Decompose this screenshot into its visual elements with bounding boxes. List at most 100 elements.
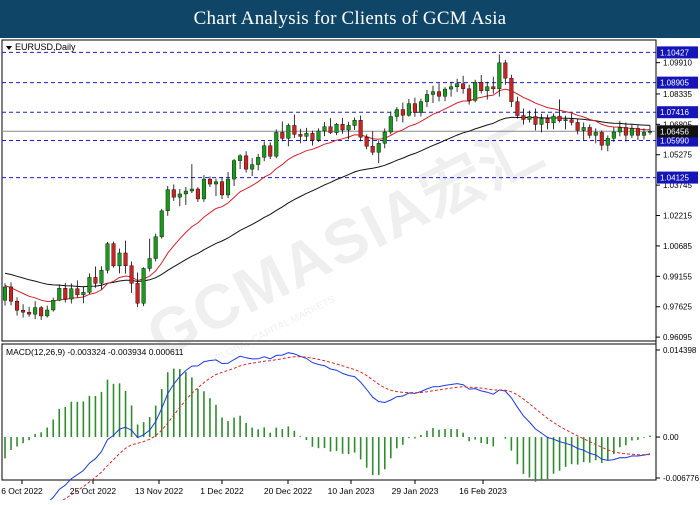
x-tick-label: 20 Dec 2022	[264, 486, 312, 496]
candle-body	[358, 120, 363, 138]
candle	[382, 128, 387, 149]
candle	[292, 114, 297, 138]
candle	[449, 81, 454, 97]
candle	[2, 283, 8, 306]
candle-body	[485, 86, 490, 91]
candle-body	[220, 181, 225, 196]
candle-body	[141, 268, 146, 304]
candle-body	[593, 132, 598, 136]
candle-body	[117, 252, 122, 267]
candle-body	[93, 277, 98, 284]
candle	[394, 107, 399, 122]
candle	[27, 306, 32, 317]
candle	[551, 113, 556, 130]
candle	[141, 267, 146, 307]
x-tick-label: 16 Feb 2023	[459, 486, 507, 496]
candle	[629, 124, 634, 138]
candle	[39, 306, 44, 320]
candle	[557, 99, 562, 123]
candle	[207, 176, 212, 188]
candle-body	[647, 130, 653, 133]
candle	[545, 114, 550, 130]
candle-body	[195, 188, 200, 200]
candle-body	[352, 120, 357, 126]
candle	[111, 241, 116, 268]
candle-body	[581, 127, 586, 131]
candle-body	[599, 132, 604, 146]
macd-line	[42, 352, 651, 505]
price-tick-label: 1.00685	[663, 242, 692, 251]
candle-body	[539, 118, 544, 125]
candle	[467, 84, 472, 105]
candle-body	[244, 155, 249, 170]
candle-body	[629, 128, 634, 136]
candle-body	[81, 292, 86, 296]
candle-body	[238, 155, 243, 161]
candle-body	[147, 258, 152, 269]
candle-body	[605, 138, 610, 146]
candle	[63, 282, 68, 303]
candle	[515, 96, 520, 119]
candle	[310, 130, 315, 146]
symbol-dropdown-icon[interactable]	[6, 46, 12, 50]
candle	[503, 59, 508, 85]
candle	[647, 125, 653, 135]
candle	[147, 238, 152, 272]
candle-body	[406, 103, 411, 116]
candle-body	[213, 181, 218, 185]
signal-line	[52, 356, 651, 505]
candle-body	[292, 125, 297, 135]
candle	[286, 123, 291, 147]
candle	[298, 128, 303, 144]
candle	[45, 305, 50, 318]
candle	[15, 297, 20, 316]
candle	[244, 151, 249, 173]
candle	[340, 117, 345, 134]
candle-body	[286, 125, 291, 139]
candle-body	[563, 119, 568, 121]
candle	[497, 54, 502, 97]
candle	[575, 118, 580, 135]
candle	[87, 273, 92, 295]
candle-body	[159, 210, 164, 237]
level-label-box	[657, 171, 698, 184]
candle	[238, 154, 243, 169]
level-label: 1.08905	[660, 79, 689, 88]
candle-body	[45, 309, 50, 317]
candle-body	[569, 119, 574, 123]
candle-body	[177, 193, 182, 198]
candle	[69, 283, 74, 304]
candle	[509, 74, 514, 107]
candle	[201, 175, 206, 202]
macd-tick-label: 0.014398	[663, 346, 697, 355]
candle-body	[226, 178, 231, 196]
candle	[183, 187, 188, 205]
candle-body	[575, 122, 580, 131]
candle	[479, 74, 484, 94]
candle-body	[635, 128, 640, 136]
x-tick-label: 6 Oct 2022	[1, 486, 43, 496]
price-tick-label: 0.96095	[663, 333, 692, 342]
candle-body	[473, 82, 478, 101]
price-tick-label: 0.97625	[663, 303, 692, 312]
chart-svg: GCMASIA宏汇 GLOBAL CAPITAL MARKETS 1.09910…	[0, 38, 700, 505]
candle-body	[340, 124, 345, 131]
candle	[599, 130, 604, 151]
candle-body	[545, 118, 550, 124]
candle	[226, 172, 231, 198]
candle	[364, 134, 369, 150]
candle-body	[15, 301, 20, 311]
candle-body	[268, 145, 273, 157]
candle	[418, 98, 423, 117]
candle	[485, 81, 490, 100]
candle	[473, 79, 478, 103]
candle-body	[467, 88, 472, 101]
candle-body	[346, 125, 351, 131]
candle-body	[171, 189, 176, 198]
level-label: 1.05990	[660, 137, 689, 146]
level-label: 1.04125	[660, 174, 689, 183]
candle	[51, 297, 56, 312]
candle-body	[370, 146, 375, 153]
candle	[274, 129, 279, 159]
price-tick-label: 1.09910	[663, 59, 692, 68]
